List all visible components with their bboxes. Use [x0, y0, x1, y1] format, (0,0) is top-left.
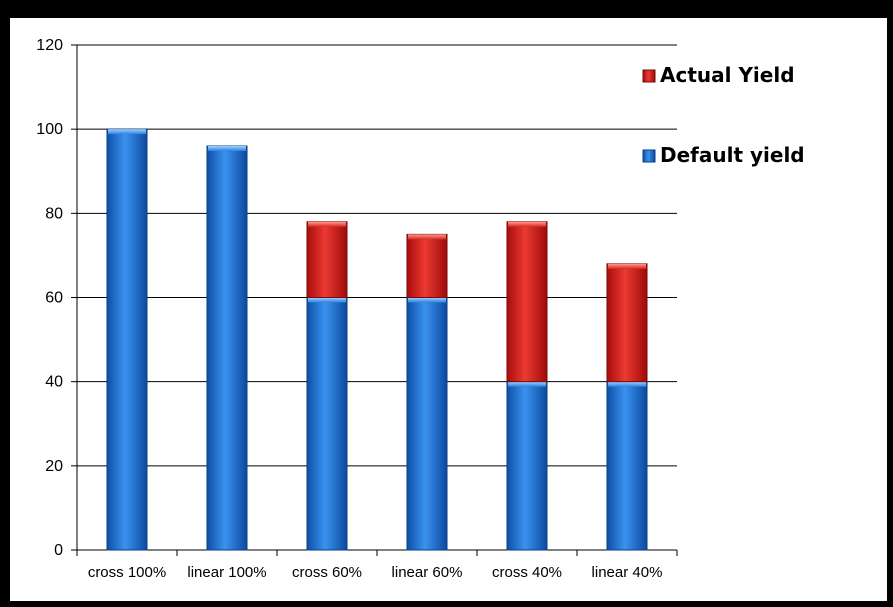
bars [106, 128, 648, 551]
legend-label: Actual Yield [660, 63, 795, 87]
legend: Actual Yield Default yield [642, 63, 805, 167]
bar-default-yield-highlight [608, 381, 646, 387]
bar-actual-yield-highlight [308, 221, 346, 227]
bar-default-yield-highlight [208, 146, 246, 151]
bar-default-yield-highlight [508, 381, 546, 387]
legend-label: Default yield [660, 143, 805, 167]
bar-default-yield [406, 297, 448, 551]
bar-actual-yield-highlight [608, 263, 646, 269]
x-tick-label: linear 60% [392, 564, 463, 581]
bar-actual-yield [306, 221, 348, 298]
y-tick-label: 40 [45, 374, 63, 391]
y-tick-label: 120 [36, 37, 63, 54]
legend-swatch [642, 69, 656, 83]
bar-default-yield [606, 381, 648, 551]
y-tick-label: 100 [36, 121, 63, 138]
bar-default-yield [306, 297, 348, 551]
bar-default-yield [506, 381, 548, 551]
bar-default-yield [206, 145, 248, 551]
axes [71, 44, 678, 556]
bar-default-yield-highlight [408, 297, 446, 303]
bar-default-yield-highlight [308, 297, 346, 303]
bar-default-yield-highlight [108, 129, 146, 135]
x-tick-label: cross 40% [492, 564, 562, 581]
y-tick-label: 80 [45, 205, 63, 222]
y-tick-label: 0 [54, 542, 63, 559]
legend-swatch [642, 149, 656, 163]
x-tick-label: linear 100% [187, 564, 266, 581]
bar-actual-yield-highlight [408, 234, 446, 240]
x-tick-label: cross 100% [88, 564, 166, 581]
bar-default-yield [106, 128, 148, 551]
x-tick-label: linear 40% [592, 564, 663, 581]
bar-actual-yield [606, 263, 648, 383]
bar-actual-yield-highlight [508, 221, 546, 227]
bar-actual-yield [406, 233, 448, 298]
gridlines [77, 44, 677, 467]
y-tick-label: 60 [45, 290, 63, 307]
x-tick-label: cross 60% [292, 564, 362, 581]
y-tick-label: 20 [45, 458, 63, 475]
bar-actual-yield [506, 221, 548, 383]
axis-labels: 0 20 40 60 80 100 120 cross 100% linear 100% cros… [36, 37, 662, 581]
